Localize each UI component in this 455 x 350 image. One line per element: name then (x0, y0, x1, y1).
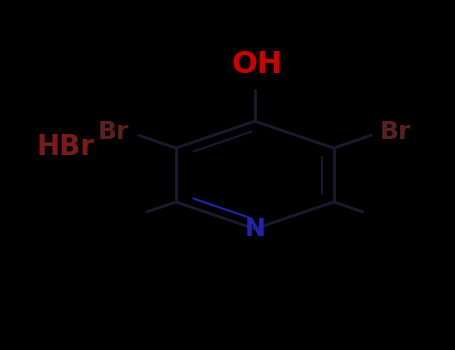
Text: OH: OH (232, 50, 283, 79)
Text: N: N (244, 217, 265, 241)
Text: HBr: HBr (36, 133, 94, 161)
Text: Br: Br (98, 120, 130, 144)
Text: Br: Br (380, 120, 411, 144)
